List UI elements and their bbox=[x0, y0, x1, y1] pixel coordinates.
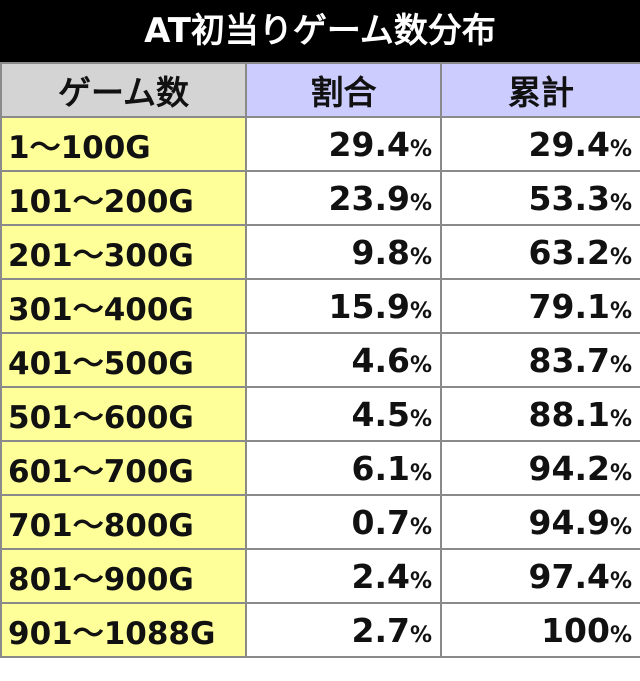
range-cell: 201～300G bbox=[0, 224, 247, 280]
value-cell: 88.1% bbox=[440, 386, 640, 442]
value-cell: 63.2% bbox=[440, 224, 640, 280]
value-cell: 29.4% bbox=[440, 116, 640, 172]
range-cell: 301～400G bbox=[0, 278, 247, 334]
value-cell: 4.6% bbox=[245, 332, 442, 388]
table-row: 301～400G 15.9% 79.1% bbox=[0, 278, 640, 334]
value-cell: 9.8% bbox=[245, 224, 442, 280]
value-cell: 29.4% bbox=[245, 116, 442, 172]
header-cell: ゲーム数 bbox=[0, 62, 247, 118]
table-row: 901～1088G 2.7% 100% bbox=[0, 602, 640, 658]
range-cell: 601～700G bbox=[0, 440, 247, 496]
header-cell: 割合 bbox=[245, 62, 442, 118]
value-cell: 0.7% bbox=[245, 494, 442, 550]
table-row: 401～500G 4.6% 83.7% bbox=[0, 332, 640, 388]
range-cell: 101～200G bbox=[0, 170, 247, 226]
range-cell: 701～800G bbox=[0, 494, 247, 550]
table-body: 1～100G 29.4% 29.4% 101～200G 23.9% 53.3% 201～30… bbox=[0, 116, 640, 658]
value-cell: 4.5% bbox=[245, 386, 442, 442]
range-cell: 1～100G bbox=[0, 116, 247, 172]
table-row: 801～900G 2.4% 97.4% bbox=[0, 548, 640, 604]
table-title: AT初当りゲーム数分布 bbox=[0, 0, 640, 62]
value-cell: 83.7% bbox=[440, 332, 640, 388]
range-cell: 801～900G bbox=[0, 548, 247, 604]
value-cell: 79.1% bbox=[440, 278, 640, 334]
range-cell: 901～1088G bbox=[0, 602, 247, 658]
table-row: 101～200G 23.9% 53.3% bbox=[0, 170, 640, 226]
table-row: 501～600G 4.5% 88.1% bbox=[0, 386, 640, 442]
value-cell: 94.2% bbox=[440, 440, 640, 496]
value-cell: 53.3% bbox=[440, 170, 640, 226]
range-cell: 501～600G bbox=[0, 386, 247, 442]
value-cell: 97.4% bbox=[440, 548, 640, 604]
table-row: 601～700G 6.1% 94.2% bbox=[0, 440, 640, 496]
value-cell: 100% bbox=[440, 602, 640, 658]
value-cell: 2.7% bbox=[245, 602, 442, 658]
header-cell: 累計 bbox=[440, 62, 640, 118]
value-cell: 94.9% bbox=[440, 494, 640, 550]
value-cell: 2.4% bbox=[245, 548, 442, 604]
value-cell: 23.9% bbox=[245, 170, 442, 226]
distribution-table: ゲーム数 割合 累計 1～100G 29.4% 29.4% 101～200G 23.9% 53… bbox=[0, 62, 640, 658]
table-row: 1～100G 29.4% 29.4% bbox=[0, 116, 640, 172]
range-cell: 401～500G bbox=[0, 332, 247, 388]
table-row: 201～300G 9.8% 63.2% bbox=[0, 224, 640, 280]
value-cell: 15.9% bbox=[245, 278, 442, 334]
value-cell: 6.1% bbox=[245, 440, 442, 496]
table-row: 701～800G 0.7% 94.9% bbox=[0, 494, 640, 550]
header-row: ゲーム数 割合 累計 bbox=[0, 62, 640, 118]
